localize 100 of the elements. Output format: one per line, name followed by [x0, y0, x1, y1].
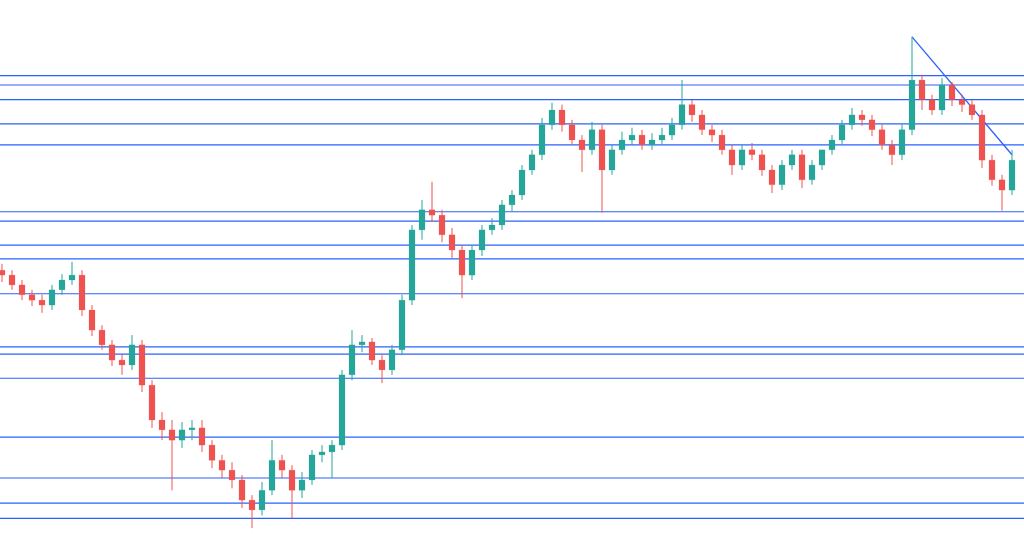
- candlestick: [728, 144, 736, 176]
- candlestick: [58, 273, 66, 296]
- candlestick: [688, 99, 696, 123]
- candlestick: [998, 174, 1006, 212]
- candlestick: [338, 369, 346, 451]
- candlestick: [858, 109, 866, 127]
- candlestick: [598, 124, 606, 214]
- candlestick: [158, 411, 166, 441]
- candlestick: [128, 334, 136, 371]
- candlestick: [788, 149, 796, 171]
- candlestick: [548, 102, 556, 131]
- candlestick: [708, 124, 716, 143]
- candlestick: [88, 304, 96, 337]
- candlestick: [468, 244, 476, 281]
- candlestick: [988, 154, 996, 187]
- candlestick: [238, 474, 246, 509]
- candlestick: [278, 454, 286, 479]
- candlestick: [808, 159, 816, 186]
- candlestick: [308, 449, 316, 486]
- candlestick: [978, 109, 986, 169]
- candlestick: [498, 199, 506, 231]
- candlestick: [298, 471, 306, 499]
- candlestick: [228, 461, 236, 489]
- candlestick: [348, 329, 356, 381]
- candlestick: [758, 149, 766, 177]
- candlestick: [818, 149, 826, 171]
- candlestick: [668, 117, 676, 141]
- candlestick: [888, 139, 896, 166]
- candlestick: [118, 353, 126, 376]
- candlestick: [518, 164, 526, 201]
- candlestick: [388, 344, 396, 376]
- candlestick: [798, 149, 806, 189]
- candlestick: [8, 269, 16, 291]
- candlestick: [198, 419, 206, 453]
- candlestick: [218, 454, 226, 479]
- candlestick: [98, 324, 106, 351]
- candlestick: [418, 199, 426, 241]
- candlestick: [358, 334, 366, 353]
- candlestick: [318, 444, 326, 463]
- candlestick: [838, 119, 846, 146]
- candlestick: [398, 294, 406, 356]
- candlestick: [188, 419, 196, 441]
- candlestick: [48, 284, 56, 311]
- candlestick: [108, 339, 116, 367]
- candlestick: [778, 159, 786, 191]
- candlestick: [928, 94, 936, 116]
- candlestick: [938, 77, 946, 116]
- candlestick: [18, 279, 26, 301]
- candlestick: [28, 289, 36, 307]
- candlestick: [258, 481, 266, 516]
- candlestick: [618, 131, 626, 156]
- candlestick: [1008, 149, 1016, 196]
- candlestick: [588, 121, 596, 156]
- candlestick: [768, 164, 776, 194]
- candlestick: [568, 119, 576, 146]
- candlestick: [718, 129, 726, 156]
- candlestick: [148, 379, 156, 429]
- candlestick: [268, 439, 276, 496]
- candlestick: [508, 189, 516, 213]
- candlestick: [428, 181, 436, 223]
- candlestick: [408, 224, 416, 306]
- candlestick: [38, 294, 46, 314]
- candlestick: [608, 144, 616, 176]
- candlestick: [638, 129, 646, 151]
- candlestick: [0, 263, 6, 283]
- candlestick: [488, 217, 496, 236]
- candlestick: [138, 339, 146, 393]
- candlestick: [248, 494, 256, 529]
- candlestick: [538, 117, 546, 161]
- candlestick: [178, 421, 186, 449]
- candlestick: [68, 261, 76, 286]
- candlestick: [478, 224, 486, 257]
- candlestick: [748, 142, 756, 161]
- candlestick: [458, 244, 466, 299]
- candlestick: [878, 124, 886, 151]
- candlestick: [78, 269, 86, 317]
- candlestick: [908, 36, 916, 136]
- candlestick: [448, 227, 456, 259]
- candlestick: [368, 337, 376, 366]
- candlestick: [958, 94, 966, 113]
- candlestick: [678, 79, 686, 131]
- candlestick: [898, 124, 906, 161]
- candlestick: [868, 114, 876, 137]
- candlestick: [438, 209, 446, 243]
- candlestick: [528, 149, 536, 176]
- candlestick: [628, 127, 636, 146]
- candlestick: [578, 134, 586, 173]
- candlestick: [658, 127, 666, 146]
- candlestick: [948, 81, 956, 107]
- candlestick: [968, 99, 976, 121]
- candlestick: [168, 419, 176, 491]
- candlestick: [738, 144, 746, 171]
- candlestick: [558, 104, 566, 133]
- candlestick: [828, 134, 836, 156]
- candlestick: [848, 107, 856, 131]
- candlestick: [378, 354, 386, 384]
- candlestick: [648, 132, 656, 151]
- candlestick: [288, 464, 296, 519]
- candlestick: [918, 74, 926, 111]
- candlestick: [328, 439, 336, 479]
